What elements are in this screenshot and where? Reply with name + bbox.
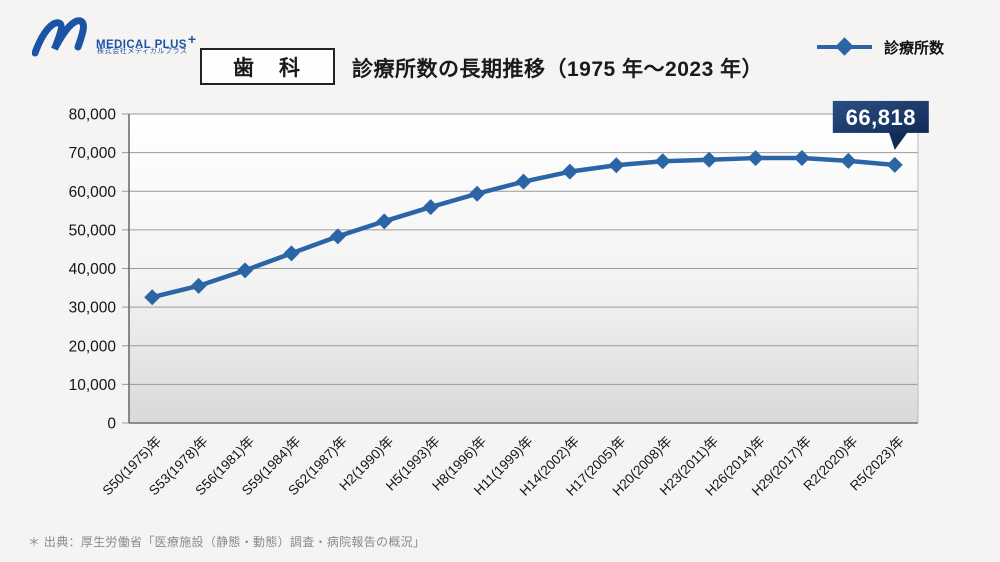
data-point-marker <box>793 149 810 166</box>
y-axis-label: 80,000 <box>69 107 117 124</box>
legend: 診療所数 <box>817 36 944 58</box>
data-point-marker <box>144 289 161 306</box>
data-point-marker <box>237 262 254 279</box>
value-callout <box>832 100 929 133</box>
data-point-marker <box>747 150 764 167</box>
page-title: 診療所数の長期推移（1975 年～2023 年） <box>352 58 764 81</box>
y-axis-label: 60,000 <box>69 184 117 201</box>
y-axis-label: 20,000 <box>69 338 117 355</box>
data-point-marker <box>469 185 486 202</box>
data-point-marker <box>422 199 439 216</box>
brand-name: MEDICAL PLUS <box>96 39 187 51</box>
callout-label: 66,818 <box>846 105 916 130</box>
source-note: ＊ 出典：厚生労働省「医療施設（静態・動態）調査・病院報告の概況」 <box>28 535 426 549</box>
data-point-marker <box>283 245 300 262</box>
data-point-marker <box>515 173 532 190</box>
brand-logo: MEDICAL PLUS+ 株式会社メディカルプラス <box>30 12 230 62</box>
data-point-marker <box>561 163 578 180</box>
brand-plus-icon: + <box>187 31 197 47</box>
legend-label: 診療所数 <box>884 39 945 57</box>
y-axis-label: 70,000 <box>69 145 117 162</box>
data-point-marker <box>840 152 857 169</box>
data-point-marker <box>654 153 671 170</box>
data-point-marker <box>190 277 207 294</box>
data-point-marker <box>886 156 903 173</box>
logo-swoosh-icon <box>32 17 87 57</box>
callout-pointer-icon <box>888 131 908 150</box>
y-axis-label: 50,000 <box>69 222 117 239</box>
data-point-marker <box>701 151 718 168</box>
category-label: 歯 科 <box>233 56 302 80</box>
data-point-marker <box>608 157 625 174</box>
data-point-marker <box>376 213 393 230</box>
category-box: 歯 科 <box>200 48 335 85</box>
legend-line-marker-icon <box>817 37 872 56</box>
y-axis-label: 30,000 <box>69 300 117 317</box>
brand-company: 株式会社メディカルプラス <box>97 48 188 55</box>
y-axis-label: 10,000 <box>69 377 117 394</box>
y-axis-label: 40,000 <box>69 261 117 278</box>
y-axis-label: 0 <box>107 416 116 433</box>
data-point-marker <box>329 228 346 245</box>
